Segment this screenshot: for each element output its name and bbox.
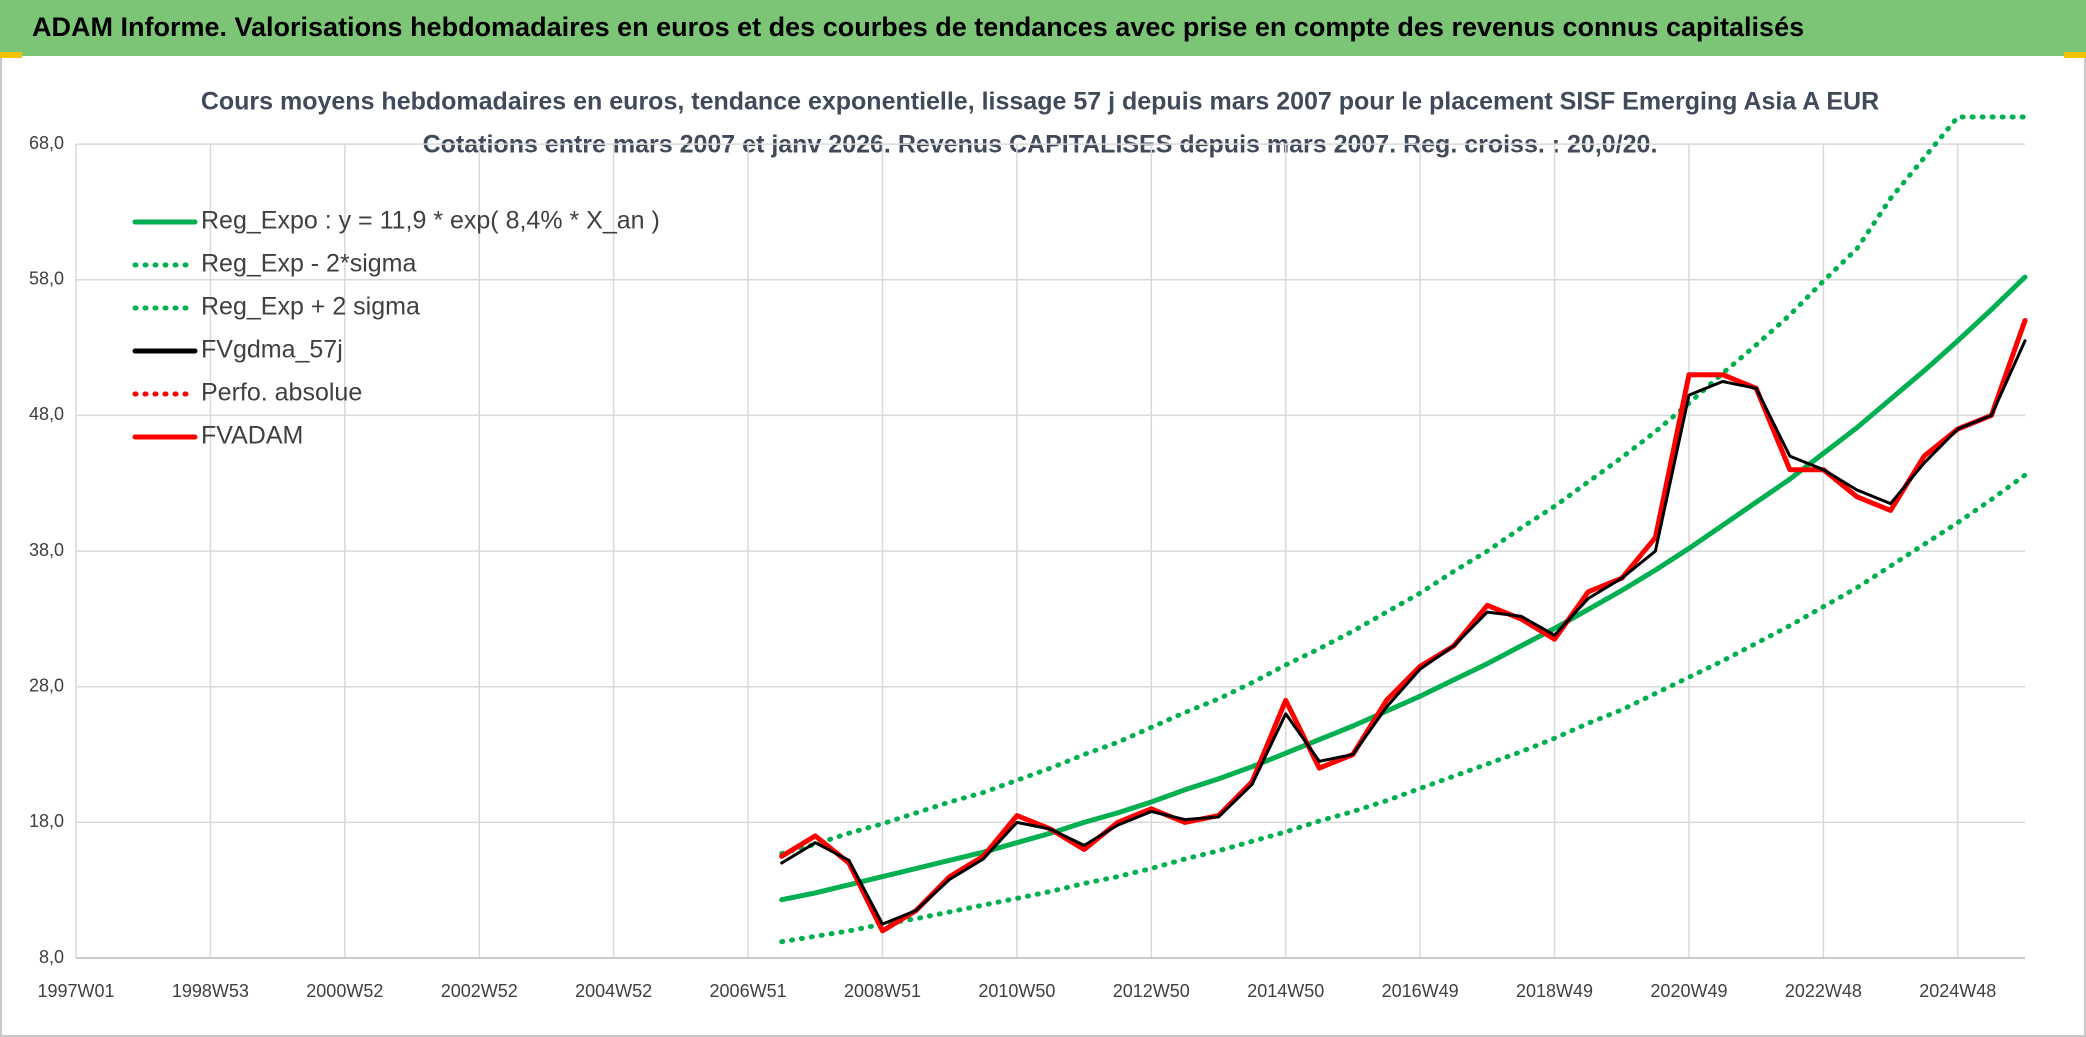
x-tick-label: 2024W48 (1919, 981, 1996, 1001)
series-line (780, 339, 2027, 926)
chart-title: Cours moyens hebdomadaires en euros, ten… (201, 88, 1879, 116)
x-tick-label: 2020W49 (1650, 981, 1727, 1001)
corner-mark (0, 52, 22, 58)
x-tick-label: 2008W51 (844, 981, 921, 1001)
legend-label: FVgdma_57j (201, 336, 343, 364)
legend-label: Reg_Expo : y = 11,9 * exp( 8,4% * X_an ) (201, 207, 660, 235)
x-tick-label: 2004W52 (575, 981, 652, 1001)
y-tick-label: 18,0 (29, 811, 64, 831)
header-bar (0, 0, 2086, 56)
y-tick-label: 28,0 (29, 675, 64, 695)
x-tick-label: 1997W01 (37, 981, 114, 1001)
x-tick-label: 2002W52 (441, 981, 518, 1001)
header-title: ADAM Informe. Valorisations hebdomadaire… (32, 12, 1804, 42)
y-tick-label: 38,0 (29, 540, 64, 560)
legend-label: Perfo. absolue (201, 379, 362, 407)
series-line (779, 114, 2028, 857)
x-tick-label: 2006W51 (710, 981, 787, 1001)
series-line (779, 472, 2028, 945)
x-tick-label: 2014W50 (1247, 981, 1324, 1001)
y-tick-label: 58,0 (29, 269, 64, 289)
x-tick-label: 1998W53 (172, 981, 249, 1001)
x-tick-label: 2012W50 (1113, 981, 1190, 1001)
y-tick-label: 48,0 (29, 404, 64, 424)
legend-label: Reg_Exp + 2 sigma (201, 293, 420, 321)
x-tick-label: 2022W48 (1785, 981, 1862, 1001)
x-tick-label: 2016W49 (1382, 981, 1459, 1001)
y-tick-label: 8,0 (39, 947, 64, 967)
x-tick-label: 2010W50 (978, 981, 1055, 1001)
y-tick-label: 68,0 (29, 133, 64, 153)
legend-label: FVADAM (201, 422, 303, 450)
x-tick-label: 2000W52 (306, 981, 383, 1001)
corner-mark (2064, 52, 2086, 58)
x-tick-label: 2018W49 (1516, 981, 1593, 1001)
series-line (779, 318, 2028, 934)
legend-label: Reg_Exp - 2*sigma (201, 250, 416, 278)
